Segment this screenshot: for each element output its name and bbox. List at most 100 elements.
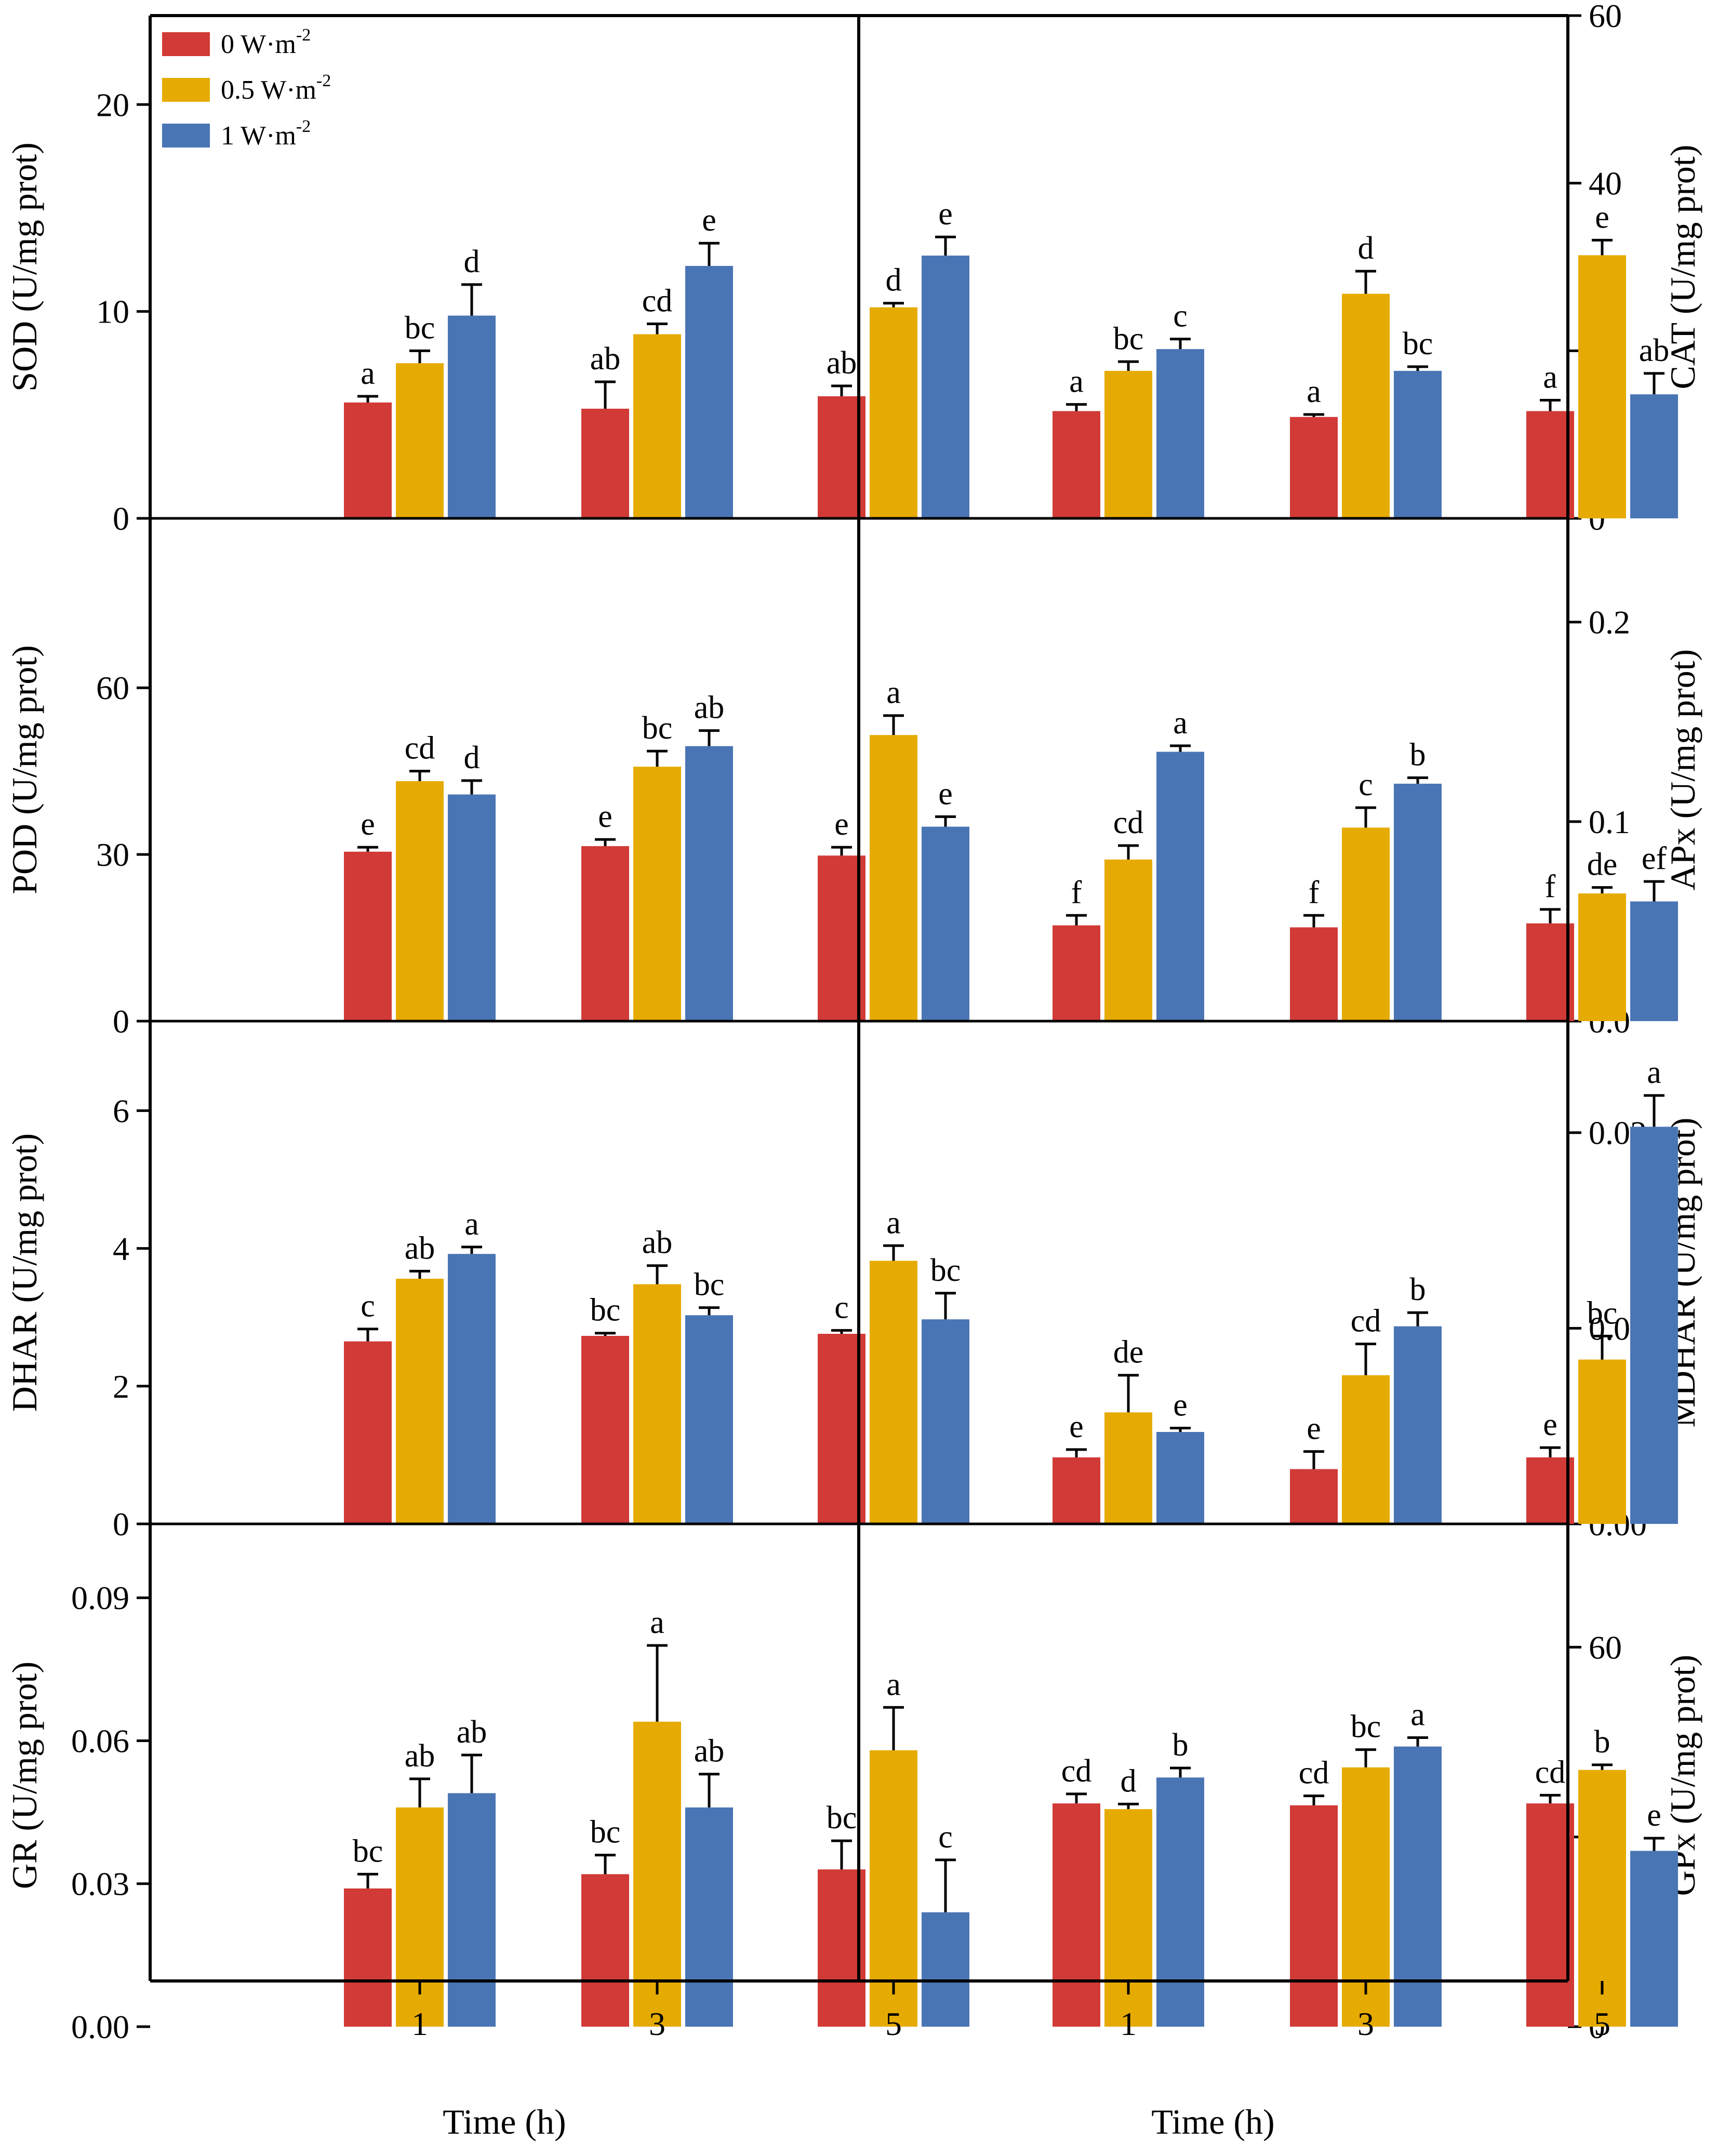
mdhar-significance-label: e [1307, 1411, 1321, 1447]
gr-significance-label: c [938, 1819, 953, 1855]
gpx-significance-label: cd [1061, 1753, 1092, 1789]
apx-significance-label: f [1309, 875, 1320, 910]
apx-bar [1578, 893, 1626, 1021]
cat-significance-label: e [1595, 199, 1609, 235]
legend: 0 W·m-2 0.5 W·m-2 1 W·m-2 [162, 25, 331, 151]
gpx-bar [1630, 1851, 1678, 2027]
panel-gr: 0.00 0.03 0.06 0.09 GR (U/mg prot) bc bc bc ab a a… [5, 1579, 969, 2045]
gr-bar [633, 1721, 681, 2027]
gpx-significance-label: e [1647, 1798, 1661, 1833]
pod-bar [581, 846, 629, 1021]
cat-significance-label: a [1543, 360, 1557, 395]
dhar-bar [633, 1284, 681, 1524]
cat-bar [1342, 293, 1390, 518]
apx-significance-label: f [1545, 869, 1556, 904]
gr-significance-label: ab [457, 1715, 487, 1750]
gpx-significance-label: bc [1351, 1709, 1381, 1745]
apx-bar [1156, 752, 1204, 1021]
cat-y-tick-label: 40 [1589, 165, 1622, 202]
sod-significance-label: d [464, 244, 480, 279]
sod-significance-label: e [938, 196, 953, 232]
gr-y-tick-label: 0.09 [71, 1579, 129, 1616]
apx-bar [1342, 827, 1390, 1021]
panel-pod: 0 30 60 POD (U/mg prot) e e e cd bc a d ab e [5, 645, 969, 1040]
cat-bar [1526, 411, 1574, 518]
x-tick-label: 5 [1594, 2005, 1610, 2042]
x-axis: 1 3 5 1 3 5 [411, 1981, 1610, 2042]
dhar-significance-label: bc [590, 1293, 621, 1328]
sod-y-tick-label: 20 [96, 86, 129, 123]
gr-significance-label: ab [405, 1738, 435, 1774]
panel-sod: 0 10 20 SOD (U/mg prot) a ab ab bc cd d d e e [5, 86, 969, 537]
mdhar-significance-label: bc [1587, 1295, 1618, 1331]
sod-bar [685, 266, 733, 518]
dhar-bar [685, 1315, 733, 1524]
gpx-y-tick-label: 60 [1589, 1629, 1622, 1666]
mdhar-significance-label: a [1647, 1055, 1661, 1090]
gr-bar [448, 1793, 496, 2027]
sod-bar [633, 334, 681, 518]
sod-y-tick-label: 0 [113, 500, 129, 537]
legend-label-1w: 1 W·m-2 [221, 117, 311, 151]
dhar-bar [581, 1335, 629, 1524]
apx-bar [1630, 901, 1678, 1021]
dhar-y-tick-label: 6 [113, 1092, 129, 1129]
gr-bar [581, 1874, 629, 2027]
mdhar-bar [1630, 1127, 1678, 1524]
pod-y-tick-label: 30 [96, 836, 129, 873]
mdhar-bar [1290, 1469, 1338, 1524]
cat-y-axis-title: CAT (U/mg prot) [1663, 145, 1702, 390]
cat-significance-label: a [1307, 374, 1321, 409]
sod-significance-label: ab [827, 345, 857, 381]
gr-y-tick-label: 0.06 [71, 1722, 129, 1759]
dhar-y-tick-label: 2 [113, 1368, 129, 1405]
mdhar-bar [1156, 1431, 1204, 1524]
gr-significance-label: bc [590, 1815, 621, 1850]
cat-significance-label: ab [1639, 333, 1670, 368]
apx-significance-label: cd [1113, 805, 1144, 840]
gpx-significance-label: d [1121, 1763, 1137, 1799]
cat-bar [1104, 371, 1152, 518]
dhar-significance-label: bc [930, 1253, 961, 1288]
pod-significance-label: e [834, 807, 849, 842]
sod-bar [581, 408, 629, 518]
sod-significance-label: bc [405, 310, 435, 345]
dhar-significance-label: ab [405, 1230, 435, 1266]
apx-significance-label: c [1359, 767, 1373, 802]
mdhar-significance-label: de [1113, 1335, 1144, 1370]
dhar-significance-label: c [361, 1289, 375, 1324]
gpx-significance-label: cd [1535, 1755, 1566, 1790]
legend-swatch-1w [162, 124, 210, 148]
legend-swatch-0w [162, 32, 210, 56]
sod-significance-label: d [886, 263, 902, 298]
apx-bar [1053, 925, 1100, 1021]
sod-significance-label: ab [590, 341, 621, 377]
x-tick-label: 5 [885, 2005, 902, 2042]
x-tick-label: 3 [649, 2005, 665, 2042]
gpx-significance-label: b [1173, 1728, 1189, 1763]
apx-significance-label: f [1071, 875, 1082, 910]
pod-significance-label: e [938, 776, 953, 811]
gr-significance-label: a [650, 1605, 664, 1640]
sod-significance-label: cd [642, 284, 673, 319]
gr-y-tick-label: 0.00 [71, 2008, 129, 2045]
sod-bar [396, 363, 444, 518]
sod-bar [870, 307, 917, 518]
cat-bar [1630, 394, 1678, 518]
pod-y-tick-label: 0 [113, 1003, 129, 1040]
gpx-bar [1394, 1746, 1442, 2027]
pod-bar [344, 851, 392, 1021]
apx-bar [1394, 783, 1442, 1021]
cat-significance-label: c [1173, 299, 1188, 334]
dhar-significance-label: c [834, 1290, 849, 1325]
dhar-bar [448, 1254, 496, 1524]
mdhar-significance-label: e [1543, 1407, 1557, 1442]
pod-bar [396, 781, 444, 1021]
apx-significance-label: a [1173, 705, 1188, 741]
dhar-bar [396, 1278, 444, 1524]
pod-y-tick-label: 60 [96, 669, 129, 706]
mdhar-bar [1053, 1457, 1100, 1524]
gr-significance-label: ab [694, 1734, 725, 1769]
